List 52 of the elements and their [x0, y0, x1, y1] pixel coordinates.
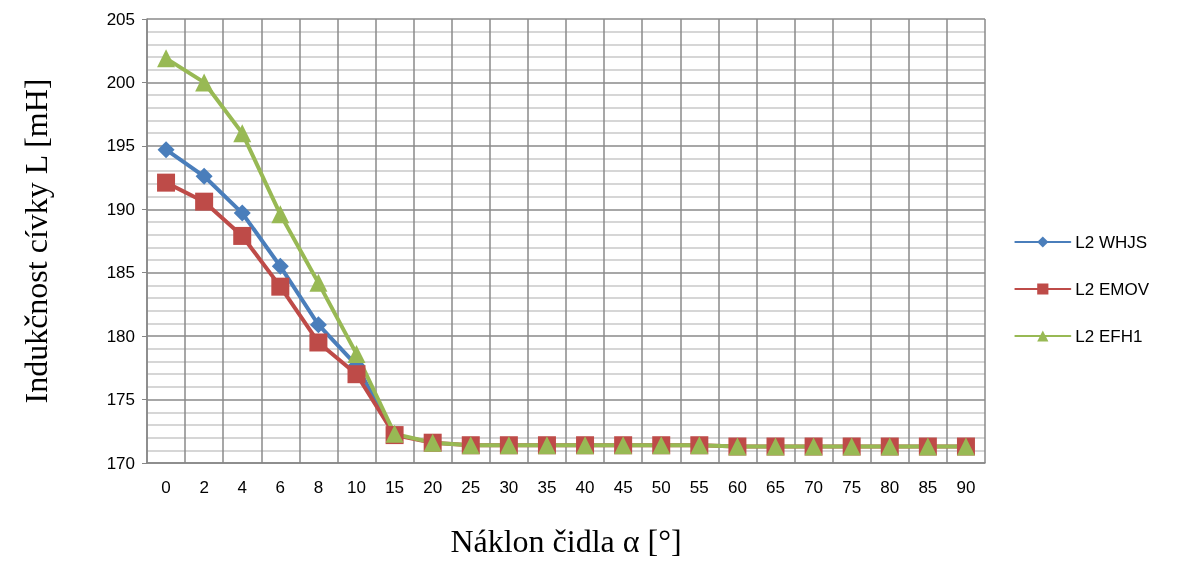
point: [271, 257, 289, 275]
y-axis-title: Indukčnost cívky L [mH]: [18, 78, 54, 404]
point: [157, 173, 176, 192]
point: [157, 141, 175, 159]
y-tick-label: 200: [106, 72, 135, 92]
point: [309, 333, 328, 352]
point: [309, 273, 328, 292]
x-tick-label: 0: [161, 478, 171, 497]
y-tick-label: 175: [106, 390, 135, 410]
y-tick-label: 195: [106, 136, 135, 156]
y-tick-label: 180: [106, 326, 135, 346]
legend-label: L2 WHJS: [1075, 232, 1148, 252]
x-tick-label: 35: [537, 478, 557, 497]
x-tick-label: 15: [385, 478, 405, 497]
y-tick-label: 185: [106, 263, 135, 283]
point: [233, 226, 252, 245]
point: [233, 124, 252, 143]
point: [347, 344, 366, 363]
point: [233, 204, 251, 222]
point: [309, 316, 327, 334]
x-tick-label: 80: [880, 478, 900, 497]
x-tick-label: 45: [613, 478, 633, 497]
point: [157, 49, 176, 68]
y-tick-label: 205: [106, 9, 135, 29]
x-tick-label: 75: [842, 478, 862, 497]
point: [271, 277, 290, 296]
point: [195, 192, 214, 211]
point: [271, 205, 290, 224]
point: [195, 73, 214, 92]
x-tick-label: 65: [766, 478, 785, 497]
legend-label: L2 EFH1: [1075, 326, 1143, 346]
x-tick-label: 6: [275, 478, 286, 497]
y-tick-label: 170: [106, 453, 135, 473]
legend-label: L2 EMOV: [1075, 279, 1150, 299]
x-tick-label: 50: [651, 478, 671, 497]
point: [195, 167, 213, 185]
point: [347, 365, 366, 384]
x-tick-label: 70: [804, 478, 824, 497]
x-tick-label: 30: [499, 478, 519, 497]
x-tick-label: 4: [237, 478, 247, 497]
x-tick-label: 2: [199, 478, 209, 497]
x-tick-label: 40: [575, 478, 595, 497]
x-tick-label: 90: [956, 478, 976, 497]
x-tick-label: 20: [423, 478, 443, 497]
x-axis-title: Náklon čidla α [°]: [450, 523, 682, 559]
x-tick-label: 8: [313, 478, 324, 497]
x-tick-label: 25: [461, 478, 481, 497]
y-tick-label: 190: [106, 199, 135, 219]
x-tick-label: 85: [918, 478, 938, 497]
x-tick-label: 10: [347, 478, 366, 497]
x-tick-label: 55: [689, 478, 709, 497]
x-tick-label: 60: [727, 478, 747, 497]
